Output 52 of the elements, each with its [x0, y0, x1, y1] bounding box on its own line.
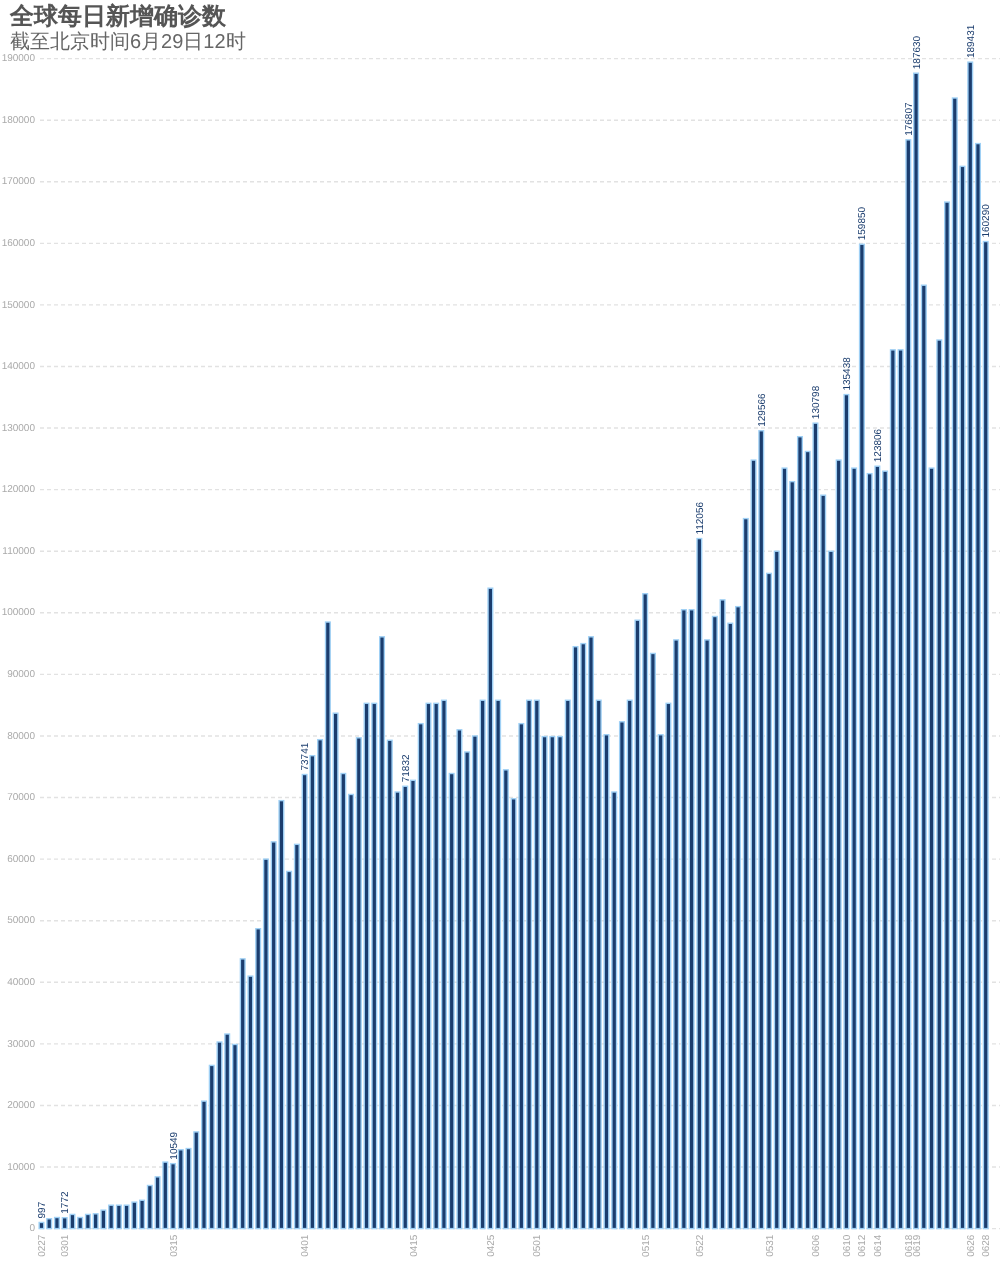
bar — [533, 699, 540, 1230]
bar — [84, 1213, 91, 1230]
bar — [433, 702, 440, 1230]
bar — [913, 72, 920, 1230]
bar — [162, 1161, 169, 1230]
bar — [216, 1041, 223, 1230]
bar — [487, 587, 494, 1230]
bar — [967, 61, 974, 1230]
bar — [858, 243, 865, 1230]
bar — [239, 958, 246, 1230]
bar — [758, 430, 765, 1230]
bar — [680, 609, 687, 1230]
bar — [642, 593, 649, 1230]
bar — [53, 1216, 60, 1230]
bar — [796, 435, 803, 1230]
bar — [580, 642, 587, 1230]
bar — [61, 1216, 68, 1230]
bar — [874, 465, 881, 1230]
bar — [889, 349, 896, 1230]
bar — [812, 422, 819, 1230]
bar — [108, 1204, 115, 1230]
bar — [587, 636, 595, 1230]
bar — [278, 799, 285, 1230]
bar — [46, 1218, 53, 1230]
bar — [526, 699, 533, 1230]
bar — [425, 702, 432, 1230]
bar — [100, 1209, 107, 1230]
bar — [402, 785, 409, 1230]
chart-subtitle: 截至北京时间6月29日12时 — [10, 30, 246, 54]
bar — [456, 729, 463, 1230]
bar — [115, 1204, 122, 1230]
bar — [69, 1213, 76, 1230]
bar — [123, 1204, 130, 1230]
bar — [131, 1201, 138, 1230]
bar — [549, 735, 556, 1230]
bar — [38, 1221, 45, 1230]
bar — [843, 393, 850, 1230]
bar — [224, 1033, 231, 1230]
bar — [77, 1216, 84, 1230]
bar — [324, 621, 331, 1230]
bar — [146, 1184, 153, 1230]
bar — [719, 599, 726, 1230]
bar — [572, 645, 579, 1230]
bar — [781, 467, 788, 1230]
bar — [440, 699, 447, 1230]
bar — [177, 1149, 184, 1230]
bar — [951, 97, 958, 1230]
chart-title: 全球每日新增确诊数 — [8, 2, 228, 30]
bar — [379, 636, 386, 1230]
bar — [92, 1213, 99, 1230]
bar — [696, 537, 703, 1230]
bar — [363, 702, 370, 1230]
